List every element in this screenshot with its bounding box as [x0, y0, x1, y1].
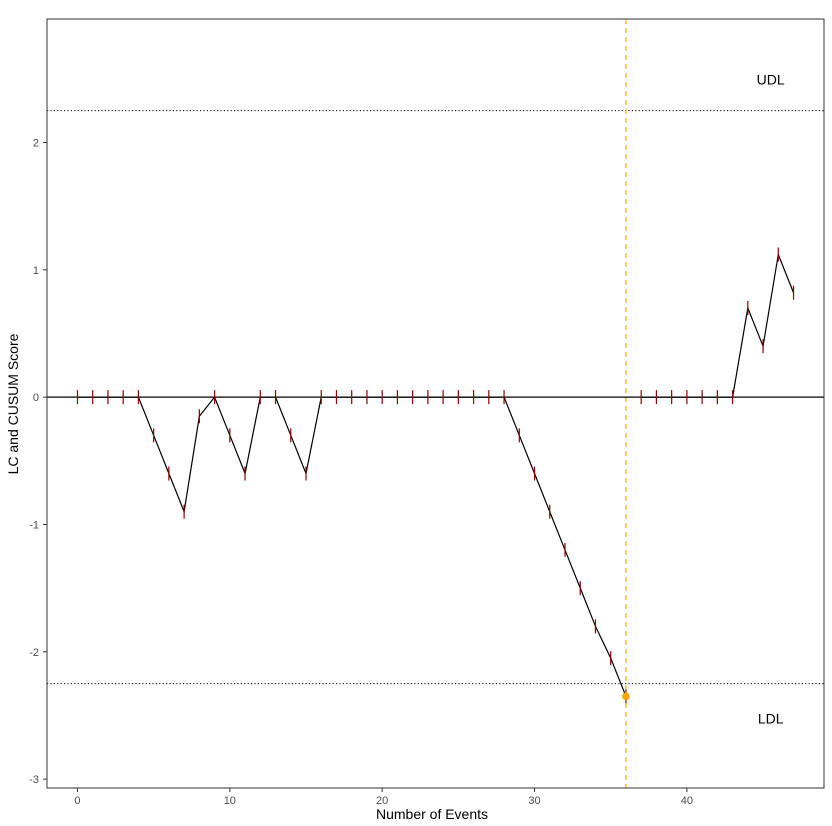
control-limits-layer: UDL LDL — [47, 72, 824, 727]
control-limit-label-udl: UDL — [757, 72, 785, 88]
x-tick-label-30: 30 — [528, 795, 540, 807]
x-tick-label-20: 20 — [376, 795, 388, 807]
y-tick-label--2: -2 — [29, 647, 39, 659]
y-tick-label-2: 2 — [33, 137, 39, 149]
control-limit-label-ldl: LDL — [758, 711, 784, 727]
x-axis-title: Number of Events — [376, 806, 488, 822]
x-tick-label-40: 40 — [681, 795, 693, 807]
x-tick-label-10: 10 — [224, 795, 236, 807]
y-tick-label--3: -3 — [29, 774, 39, 786]
x-tick-label-0: 0 — [74, 795, 80, 807]
y-tick-label-1: 1 — [33, 265, 39, 277]
y-tick-label-0: 0 — [33, 392, 39, 404]
signal-point — [622, 692, 630, 701]
cusum-series-layer — [77, 252, 795, 697]
cusum-line-segment-0 — [77, 395, 627, 697]
axes-layer: 0 10 20 30 40 -3 -2 -1 0 1 2 — [29, 18, 825, 807]
y-axis-title: LC and CUSUM Score — [5, 333, 21, 474]
plot-panel-border — [46, 18, 825, 789]
cusum-line-segment-1 — [641, 252, 795, 398]
event-ticks-layer — [76, 247, 795, 704]
y-tick-label--1: -1 — [29, 519, 39, 531]
signal-point-layer — [622, 692, 630, 701]
